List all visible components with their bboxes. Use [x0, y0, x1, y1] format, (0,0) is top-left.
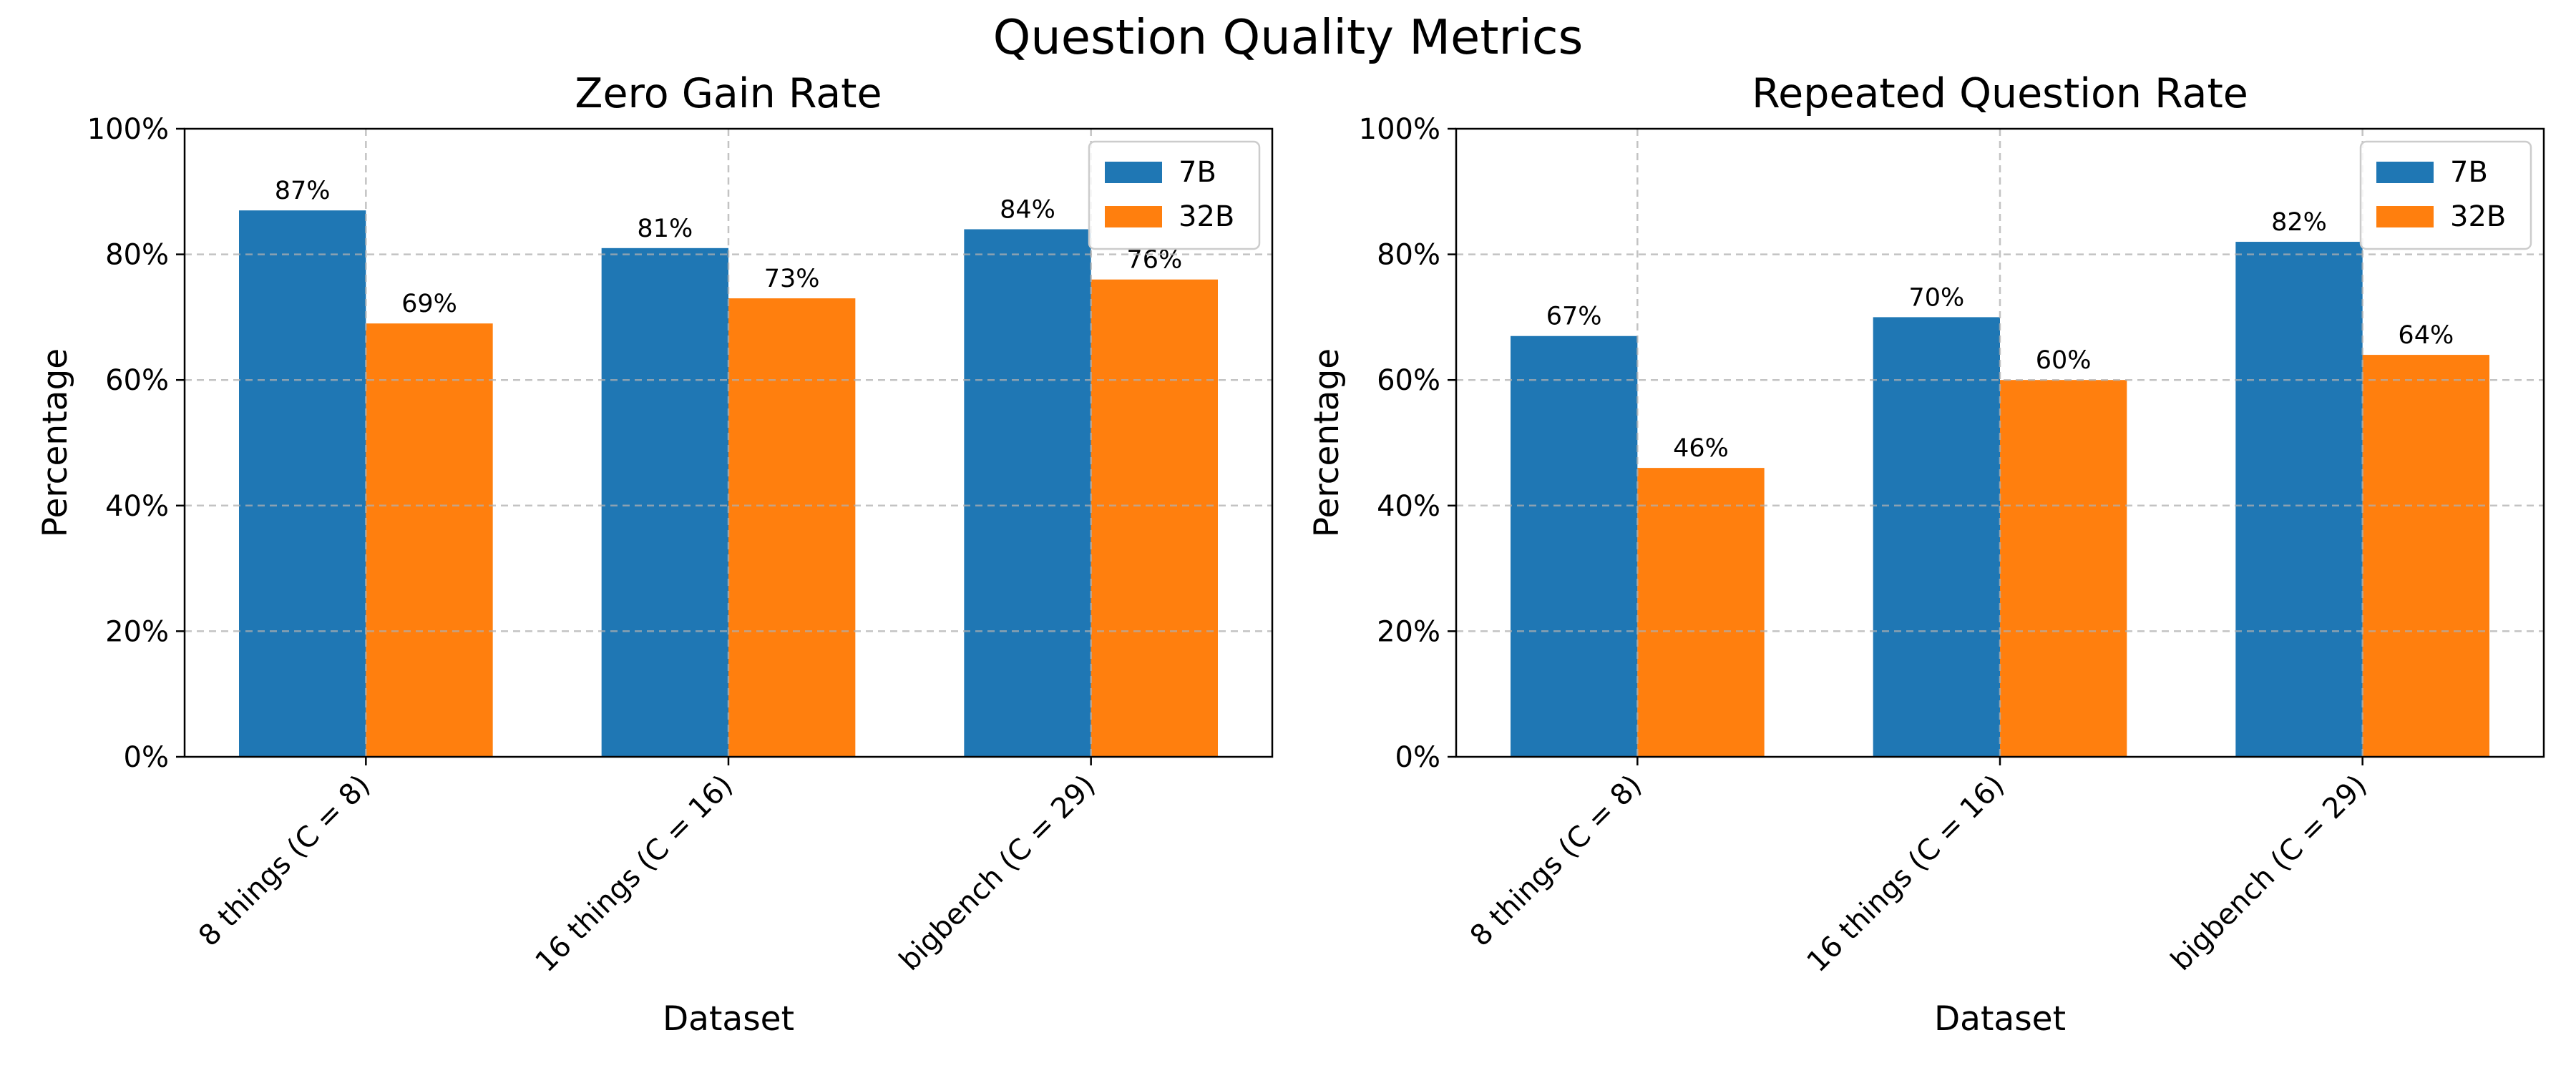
legend-entry: 7B [1179, 156, 1216, 189]
chart-title: Zero Gain Rate [575, 70, 882, 117]
x-axis-label: Dataset [1934, 999, 2066, 1039]
bar-32b-2 [1091, 279, 1218, 758]
data-label: 73% [764, 265, 820, 293]
data-label: 82% [2271, 208, 2327, 237]
y-tick-label: 40% [1377, 490, 1440, 523]
data-label: 84% [1000, 195, 1055, 224]
x-tick-label: bigbench (C = 29) [893, 769, 1102, 978]
bar-32b-0 [366, 323, 493, 757]
x-tick-label: 8 things (C = 8) [1464, 769, 1648, 953]
bar-32b-1 [2000, 380, 2127, 757]
data-label: 46% [1673, 434, 1729, 463]
y-axis-label: Percentage [1307, 348, 1347, 537]
data-label: 69% [401, 290, 457, 318]
y-tick-label: 0% [1395, 741, 1440, 774]
y-tick-label: 100% [1359, 113, 1440, 146]
bar-32b-2 [2362, 355, 2489, 758]
x-tick-label: 8 things (C = 8) [192, 769, 376, 953]
legend-entry: 32B [1179, 200, 1234, 233]
y-tick-label: 100% [87, 113, 169, 146]
data-label: 76% [1126, 246, 1182, 275]
y-tick-label: 80% [1377, 239, 1440, 272]
y-tick-label: 0% [124, 741, 169, 774]
bar-7b-0 [1511, 335, 1638, 757]
y-tick-label: 40% [105, 490, 169, 523]
data-label: 70% [1908, 283, 1964, 312]
data-label: 81% [637, 215, 693, 243]
chart-repeated-question-rate: 67% 70% 82% 46% 60% 64% 0% 20% 40% 60% 80% 100% 8 th… [1307, 70, 2545, 1039]
legend-entry: 32B [2450, 200, 2506, 233]
bar-32b-0 [1637, 468, 1765, 757]
bar-7b-1 [601, 248, 728, 757]
x-tick-label: bigbench (C = 29) [2165, 769, 2373, 978]
bar-7b-0 [239, 210, 366, 757]
bar-7b-1 [1873, 317, 2000, 757]
x-tick-label: 16 things (C = 16) [530, 769, 739, 979]
y-tick-label: 60% [105, 364, 169, 397]
chart-zero-gain-rate: 87% 81% 84% 69% 73% 76% 0% 20% 40% 60% 80% 100% 8 th… [36, 70, 1274, 1039]
bar-7b-2 [2235, 242, 2363, 757]
data-label: 60% [2036, 346, 2092, 375]
y-tick-label: 60% [1377, 364, 1440, 397]
legend-swatch-7b [1105, 162, 1162, 183]
legend-swatch-32b [1105, 206, 1162, 227]
y-tick-label: 20% [105, 615, 169, 648]
legend-swatch-32b [2376, 206, 2434, 227]
figure-title: Question Quality Metrics [993, 9, 1584, 65]
data-label: 64% [2398, 321, 2454, 350]
y-tick-label: 80% [105, 239, 169, 272]
chart-title: Repeated Question Rate [1752, 70, 2248, 117]
legend-entry: 7B [2450, 156, 2488, 189]
bar-32b-1 [728, 298, 856, 757]
x-axis-label: Dataset [663, 999, 794, 1039]
x-tick-label: 16 things (C = 16) [1801, 769, 2011, 979]
data-label: 67% [1546, 303, 1602, 331]
data-label: 87% [275, 177, 331, 205]
y-axis-label: Percentage [36, 348, 75, 537]
y-tick-label: 20% [1377, 615, 1440, 648]
bar-7b-2 [964, 229, 1091, 758]
legend-swatch-7b [2376, 162, 2434, 183]
